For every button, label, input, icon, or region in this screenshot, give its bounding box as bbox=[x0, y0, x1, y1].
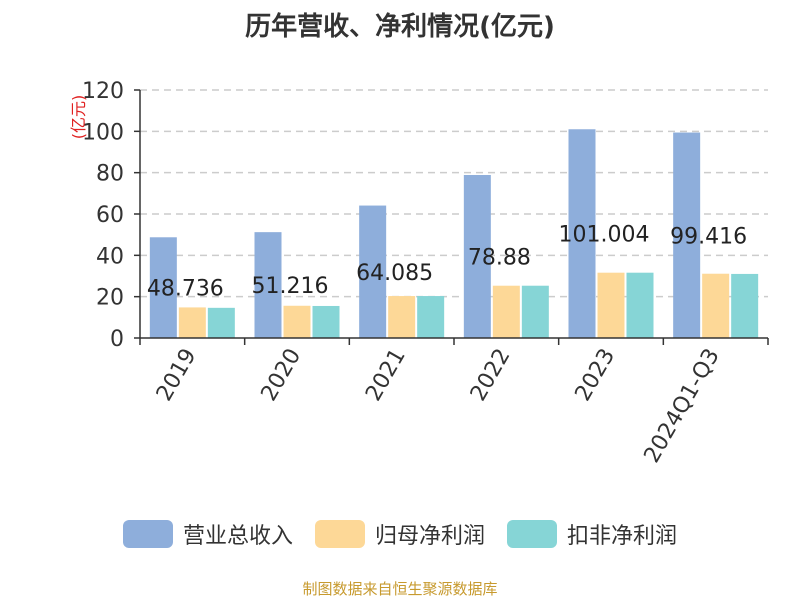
bars bbox=[149, 129, 759, 338]
data-label: 101.004 bbox=[559, 223, 650, 248]
data-label: 48.736 bbox=[147, 277, 224, 302]
legend-item[interactable]: 扣非净利润 bbox=[507, 518, 677, 550]
bar-3 bbox=[626, 272, 654, 338]
bar-3 bbox=[207, 307, 235, 338]
legend-item[interactable]: 营业总收入 bbox=[122, 518, 293, 550]
y-tick-label: 20 bbox=[96, 286, 124, 311]
bar-1 bbox=[463, 174, 491, 338]
bar-1 bbox=[568, 129, 596, 338]
legend-swatch bbox=[507, 520, 557, 548]
bar-3 bbox=[731, 273, 759, 338]
y-tick-label: 0 bbox=[110, 327, 124, 352]
bar-2 bbox=[283, 305, 311, 338]
bar-1 bbox=[359, 205, 387, 338]
legend-swatch bbox=[122, 520, 173, 548]
bar-2 bbox=[388, 296, 416, 338]
bar-1 bbox=[149, 237, 177, 338]
legend-label: 营业总收入 bbox=[182, 524, 293, 549]
legend-swatch bbox=[314, 520, 365, 548]
x-tick-label: 2024Q1-Q3 bbox=[640, 345, 725, 468]
bar-3 bbox=[417, 296, 445, 338]
x-tick-label: 2021 bbox=[361, 345, 411, 406]
data-label: 51.216 bbox=[252, 274, 329, 299]
legend-label: 扣非净利润 bbox=[567, 524, 678, 549]
bar-1 bbox=[254, 232, 282, 338]
bar-2 bbox=[492, 285, 520, 338]
data-label: 64.085 bbox=[356, 261, 433, 286]
x-tick-label: 2022 bbox=[466, 345, 516, 406]
bar-2 bbox=[702, 273, 730, 338]
y-tick-label: 80 bbox=[96, 162, 124, 187]
bar-3 bbox=[312, 305, 340, 338]
legend-label: 归母净利润 bbox=[374, 524, 485, 549]
bar-2 bbox=[597, 272, 625, 338]
chart-title: 历年营收、净利情况(亿元) bbox=[245, 12, 555, 42]
legend: 营业总收入 归母净利润 扣非净利润 bbox=[0, 518, 800, 550]
bar-3 bbox=[521, 285, 549, 338]
x-tick-label: 2019 bbox=[152, 345, 202, 406]
y-tick-label: 60 bbox=[96, 203, 124, 228]
data-labels: 48.736 51.216 64.085 78.88 101.004 99.416 bbox=[147, 223, 747, 302]
bar-2 bbox=[178, 307, 206, 338]
data-label: 78.88 bbox=[468, 245, 531, 270]
y-axis-label: (亿元) bbox=[69, 95, 88, 140]
grid-lines bbox=[140, 89, 768, 298]
x-tick-label: 2023 bbox=[571, 345, 621, 406]
y-tick-label: 120 bbox=[82, 79, 124, 104]
bar-1 bbox=[673, 132, 701, 338]
x-tick-label: 2020 bbox=[257, 345, 307, 406]
source-note: 制图数据来自恒生聚源数据库 bbox=[302, 580, 498, 598]
legend-item[interactable]: 归母净利润 bbox=[314, 518, 485, 550]
y-tick-label: 40 bbox=[96, 244, 124, 269]
y-tick-label: 100 bbox=[82, 120, 124, 145]
data-label: 99.416 bbox=[670, 224, 747, 249]
